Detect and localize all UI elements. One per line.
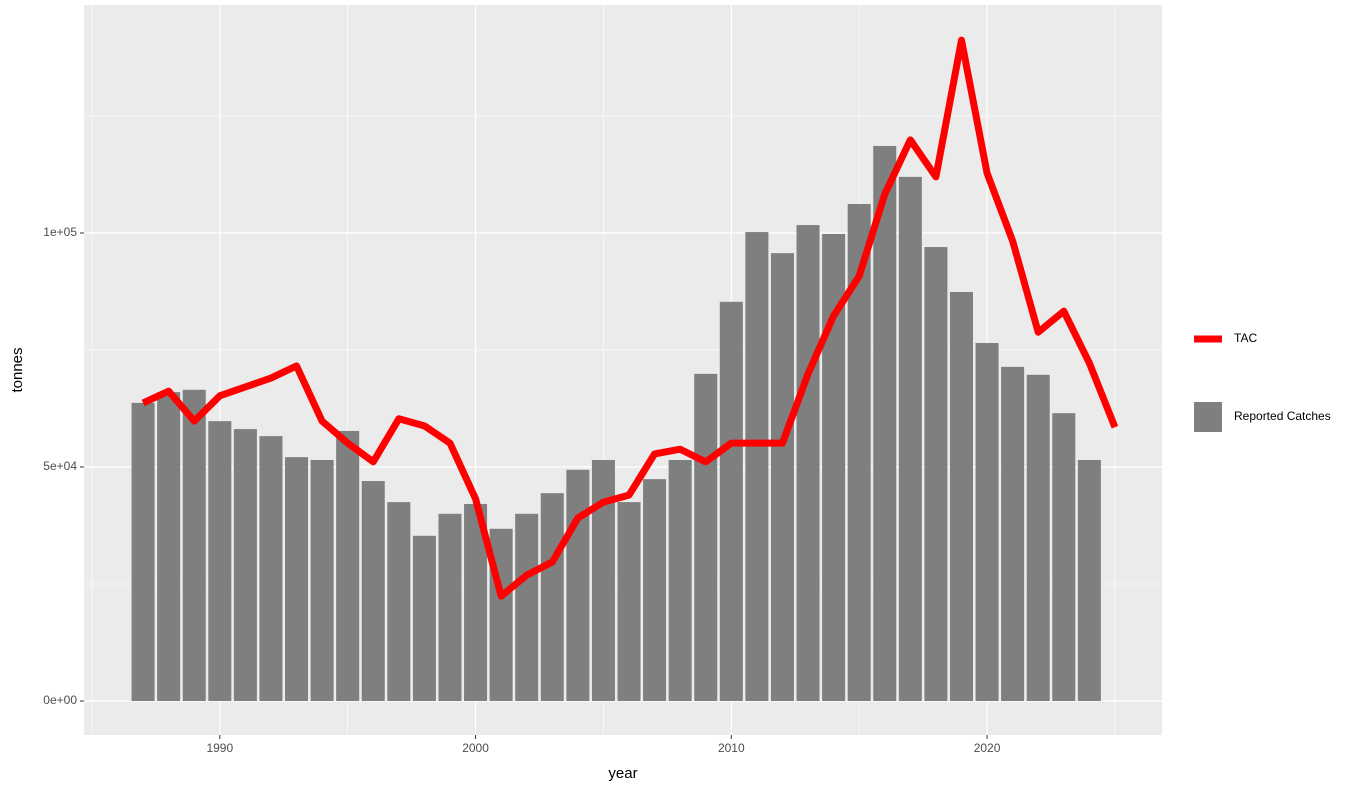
bar (336, 430, 360, 701)
bar (387, 502, 411, 701)
bar (745, 232, 769, 701)
line (141, 36, 1119, 600)
legend-swatch (1194, 402, 1222, 432)
bar (540, 493, 564, 701)
bar (770, 253, 794, 701)
x-tick-label: 1990 (206, 741, 233, 755)
bar (1077, 459, 1101, 701)
bar (949, 291, 973, 701)
x-tick-label: 2020 (974, 741, 1001, 755)
bar (822, 233, 846, 701)
bar (361, 481, 385, 701)
x-tick-label: 2000 (462, 741, 489, 755)
bar (719, 301, 743, 701)
bar (924, 247, 948, 701)
bar (668, 459, 692, 701)
bar (796, 225, 820, 701)
bar (208, 421, 232, 701)
bar (310, 459, 334, 701)
bar (438, 513, 462, 701)
bar (1052, 413, 1076, 701)
x-axis-label: year (608, 765, 637, 782)
bar (259, 436, 283, 701)
bar (515, 513, 539, 701)
bar (464, 503, 488, 701)
bar (975, 342, 999, 701)
y-tick-label: 0e+00 (43, 693, 77, 707)
bar (617, 502, 641, 701)
bar (412, 535, 436, 701)
legend-label: TAC (1234, 331, 1257, 345)
bar (131, 402, 155, 701)
bar (157, 392, 181, 701)
bar (182, 389, 206, 701)
bar (694, 373, 718, 701)
y-axis-label: tonnes (9, 347, 26, 392)
x-tick-label: 2010 (718, 741, 745, 755)
bar (566, 469, 590, 701)
bar (873, 145, 897, 701)
legend-label: Reported Catches (1234, 409, 1331, 423)
y-tick-label: 1e+05 (43, 225, 77, 239)
bar (847, 203, 871, 701)
bar (1026, 374, 1050, 701)
bar (285, 457, 309, 701)
bar (1001, 366, 1025, 701)
bar (233, 429, 257, 701)
y-tick-label: 5e+04 (43, 459, 77, 473)
bar (643, 479, 667, 701)
bar (591, 459, 615, 701)
bar (898, 176, 922, 701)
